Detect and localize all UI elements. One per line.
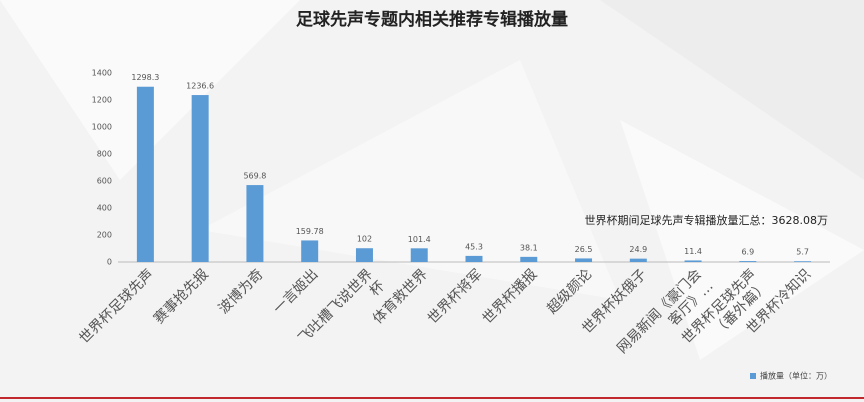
bar: [355, 248, 373, 262]
bar: [629, 258, 647, 262]
y-tick-label: 800: [97, 150, 112, 159]
value-label: 11.4: [684, 247, 702, 256]
bg-shape: [600, 0, 864, 180]
value-label: 45.3: [465, 242, 483, 251]
bar: [301, 240, 319, 262]
value-label: 159.78: [296, 227, 324, 236]
bg-shape: [200, 60, 620, 300]
legend-swatch: [750, 373, 756, 379]
bar: [246, 185, 264, 262]
bar: [136, 86, 154, 263]
bar: [465, 255, 483, 262]
value-label: 101.4: [408, 235, 431, 244]
bar: [520, 256, 538, 262]
value-label: 102: [357, 235, 372, 244]
value-label: 6.9: [741, 248, 754, 257]
value-label: 38.1: [520, 243, 538, 252]
y-tick-label: 1400: [92, 69, 112, 78]
chart-title: 足球先声专题内相关推荐专辑播放量: [296, 9, 568, 30]
y-tick-label: 400: [97, 204, 112, 213]
value-label: 1236.6: [186, 82, 214, 91]
value-label: 569.8: [243, 172, 266, 181]
legend-label: 播放量（单位：万）: [760, 371, 832, 381]
y-tick-label: 1000: [92, 123, 112, 132]
value-label: 26.5: [575, 245, 593, 254]
bar: [684, 260, 702, 262]
y-tick-label: 600: [97, 177, 112, 186]
annotation: 世界杯期间足球先声专辑播放量汇总：3628.08万: [585, 213, 829, 227]
bar: [191, 95, 209, 263]
value-label: 1298.3: [131, 73, 159, 82]
y-tick-label: 200: [97, 231, 112, 240]
bar: [794, 261, 812, 262]
y-tick-label: 1200: [92, 96, 112, 105]
bg-shape: [620, 120, 864, 360]
bar: [575, 258, 593, 262]
bar: [410, 248, 428, 262]
y-tick-label: 0: [107, 258, 112, 267]
value-label: 5.7: [796, 248, 809, 257]
bar: [739, 261, 757, 262]
value-label: 24.9: [629, 245, 647, 254]
